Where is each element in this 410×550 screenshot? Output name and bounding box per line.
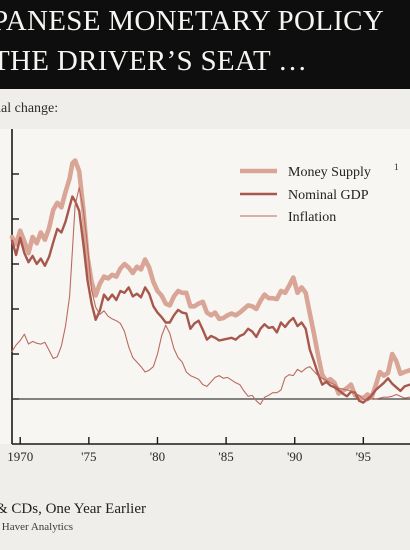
legend-label-inflation: Inflation [288, 210, 336, 225]
series-line-nominal-gdp [10, 195, 410, 404]
series-line-inflation [11, 186, 410, 405]
title-line-1: PANESE MONETARY POLICY [0, 5, 385, 37]
x-tick-label-0: 1970 [7, 449, 33, 464]
chart-footnote: & CDs, One Year Earlier [0, 501, 146, 517]
line-chart: 1970 '75 '80 '85 '90 '95 Money Supply Nominal G… [7, 129, 410, 464]
x-tick-label-4: '90 [287, 449, 302, 464]
chart-subtitle: ual change: [0, 101, 59, 116]
chart-source: : Haver Analytics [0, 521, 73, 533]
legend-superscript: 1 [394, 162, 399, 172]
x-tick-label-2: '80 [150, 449, 165, 464]
x-tick-label-3: '85 [218, 449, 233, 464]
title-banner: PANESE MONETARY POLICY THE DRIVER’S SEAT… [0, 0, 410, 89]
legend-label-money-supply: Money Supply [288, 165, 371, 180]
title-line-2: THE DRIVER’S SEAT … [0, 45, 308, 77]
x-tick-label-1: '75 [81, 449, 96, 464]
series-line-money-supply [9, 158, 410, 401]
legend-label-nominal-gdp: Nominal GDP [288, 188, 369, 203]
x-tick-label-5: '95 [356, 449, 371, 464]
chart-panel: 1970 '75 '80 '85 '90 '95 Money Supply Nominal G… [0, 129, 410, 464]
